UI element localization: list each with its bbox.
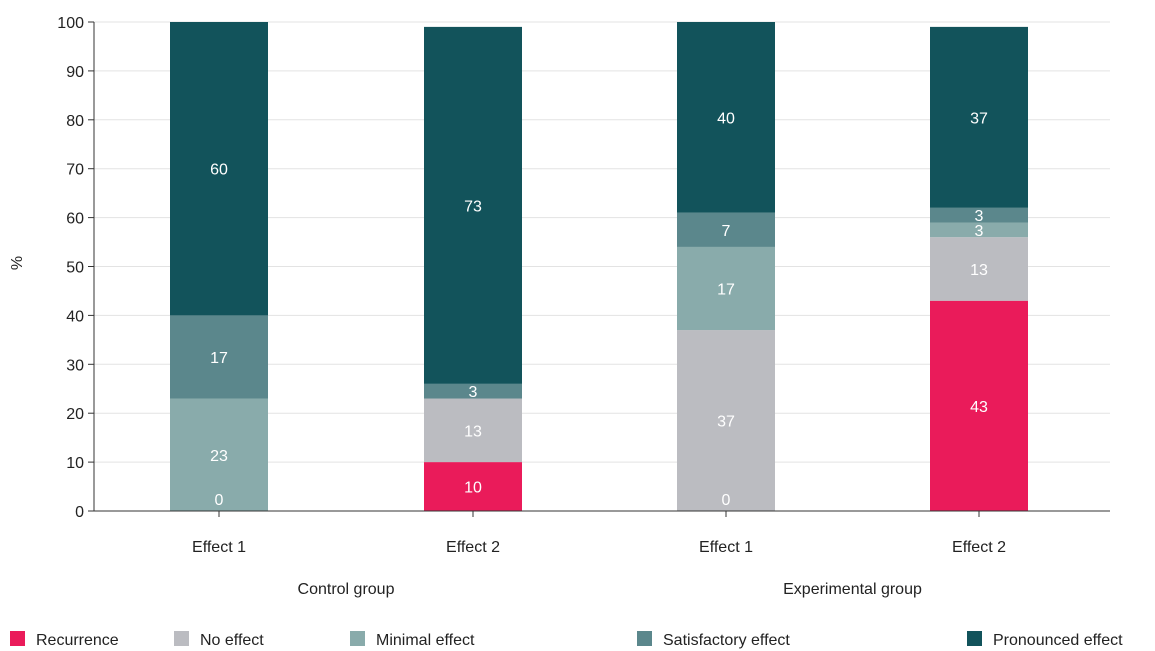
legend-label: No effect xyxy=(200,632,264,649)
data-label: 37 xyxy=(970,110,988,127)
bar-segment-pronounced-effect xyxy=(424,26,522,384)
y-tick-label: 20 xyxy=(66,406,84,423)
y-tick-label: 100 xyxy=(57,15,84,32)
legend: Recurrence No effect Minimal effect Satisfa… xyxy=(10,631,1123,649)
bar-segment-satisfactory-effect xyxy=(930,207,1028,223)
y-axis-title: % xyxy=(9,256,26,270)
bar-segment-no-effect xyxy=(677,330,775,511)
x-tick-label: Effect 1 xyxy=(192,539,246,556)
data-label: 7 xyxy=(722,223,731,240)
data-label: 60 xyxy=(210,162,228,179)
bar-segment-minimal-effect xyxy=(677,246,775,331)
y-tick-label: 10 xyxy=(66,455,84,472)
legend-swatch xyxy=(637,631,652,646)
data-label: 17 xyxy=(210,350,228,367)
data-label: 73 xyxy=(464,198,482,215)
legend-label: Recurrence xyxy=(36,632,119,649)
data-label: 23 xyxy=(210,448,228,465)
data-label: 13 xyxy=(464,423,482,440)
y-tick-label: 70 xyxy=(66,162,84,179)
bars xyxy=(170,22,1028,511)
bar-segment-satisfactory-effect xyxy=(424,383,522,399)
bar-segment-minimal-effect xyxy=(930,222,1028,238)
group-label: Control group xyxy=(298,581,395,598)
x-tick-label: Effect 2 xyxy=(952,539,1006,556)
y-tick-label: 50 xyxy=(66,260,84,277)
data-label-zero: 0 xyxy=(722,492,731,509)
data-label: 13 xyxy=(970,262,988,279)
legend-item-minimal-effect: Minimal effect xyxy=(350,631,475,649)
legend-item-satisfactory-effect: Satisfactory effect xyxy=(637,631,790,649)
y-tick-label: 80 xyxy=(66,113,84,130)
y-tick-label: 30 xyxy=(66,357,84,374)
data-label: 3 xyxy=(469,384,478,401)
bar-segment-minimal-effect xyxy=(170,398,268,511)
data-label: 3 xyxy=(975,208,984,225)
y-tick-label: 0 xyxy=(75,504,84,521)
data-label: 37 xyxy=(717,414,735,431)
legend-swatch xyxy=(174,631,189,646)
data-label: 3 xyxy=(975,223,984,240)
legend-swatch xyxy=(10,631,25,646)
bar-segment-no-effect xyxy=(930,237,1028,301)
bar-segment-no-effect xyxy=(424,398,522,463)
bar-segment-satisfactory-effect xyxy=(170,315,268,399)
bar-segment-recurrence xyxy=(424,462,522,511)
data-label: 17 xyxy=(717,282,735,299)
legend-item-recurrence: Recurrence xyxy=(10,631,119,649)
y-tick-label: 90 xyxy=(66,64,84,81)
data-label: 40 xyxy=(717,110,735,127)
y-tick-label: 40 xyxy=(66,308,84,325)
data-label: 10 xyxy=(464,480,482,497)
bar-segment-recurrence xyxy=(930,300,1028,511)
legend-label: Minimal effect xyxy=(376,632,475,649)
data-label: 43 xyxy=(970,399,988,416)
legend-item-pronounced-effect: Pronounced effect xyxy=(967,631,1123,649)
legend-swatch xyxy=(967,631,982,646)
x-tick-label: Effect 1 xyxy=(699,539,753,556)
group-label: Experimental group xyxy=(783,581,922,598)
legend-swatch xyxy=(350,631,365,646)
legend-item-no-effect: No effect xyxy=(174,631,264,649)
legend-label: Pronounced effect xyxy=(993,632,1123,649)
legend-label: Satisfactory effect xyxy=(663,632,790,649)
bar-segment-pronounced-effect xyxy=(930,26,1028,208)
y-tick-label: 60 xyxy=(66,211,84,228)
bar-segment-pronounced-effect xyxy=(677,22,775,213)
x-tick-label: Effect 2 xyxy=(446,539,500,556)
bar-segment-satisfactory-effect xyxy=(677,212,775,247)
data-label-zero: 0 xyxy=(215,492,224,509)
bar-segment-pronounced-effect xyxy=(170,22,268,316)
